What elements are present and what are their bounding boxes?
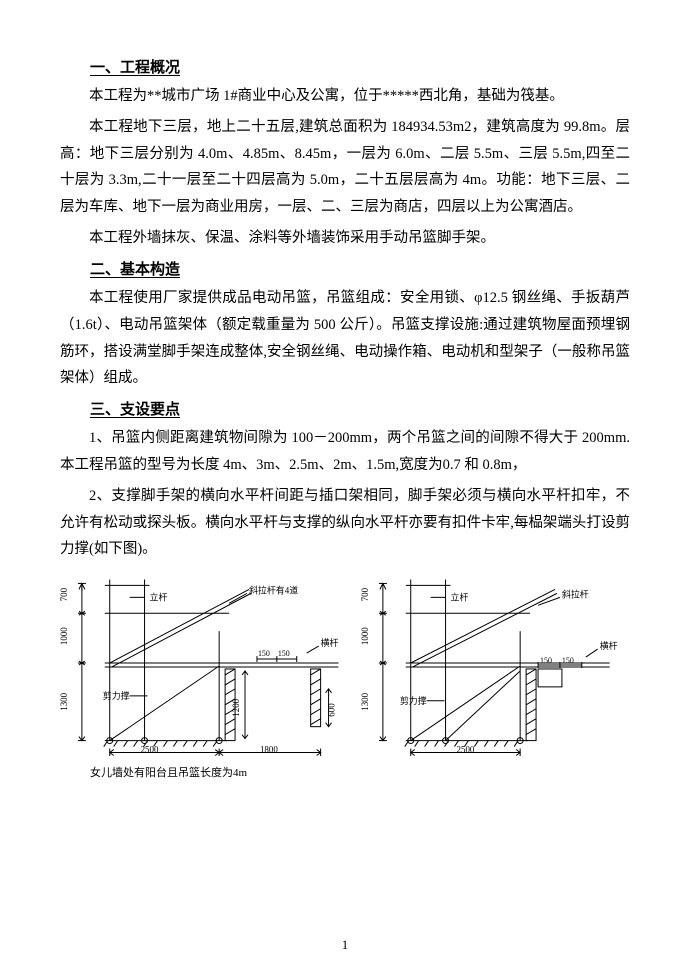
para-5: 1、吊篮内侧距离建筑物间隙为 100－200mm，两个吊篮之间的间隙不得大于 2… xyxy=(60,425,630,479)
dim-i1r: 150 xyxy=(540,656,552,665)
dim-v1: 700 xyxy=(60,588,69,602)
page-number: 1 xyxy=(0,937,690,953)
dim-i2: 600 xyxy=(327,703,337,717)
para-6: 2、支撑脚手架的横向水平杆间距与插口架相同，脚手架必须与横向水平杆扣牢，不允许有… xyxy=(60,483,630,563)
diagram-left: 700 1000 1300 2500 1800 1200 600 150 150… xyxy=(60,571,353,756)
para-3: 本工程外墙抹灰、保温、涂料等外墙装饰采用手动吊篮脚手架。 xyxy=(60,225,630,252)
dim-v2: 1000 xyxy=(60,627,69,645)
dim-v1r: 700 xyxy=(361,588,370,602)
diagram-caption: 女儿墙处有阳台且吊篮长度为4m xyxy=(90,764,630,780)
label-henggan-r: 横杆 xyxy=(600,640,618,651)
dim-v2r: 1000 xyxy=(361,627,370,645)
label-jianli-r: 剪力撑 xyxy=(400,695,427,706)
heading-3-text: 三、支设要点 xyxy=(90,402,180,418)
label-ligang-l: 立杆 xyxy=(150,592,168,603)
dim-i3: 150 xyxy=(258,649,270,658)
dim-h1: 2500 xyxy=(141,745,159,755)
heading-2-text: 二、基本构造 xyxy=(90,262,180,278)
heading-1: 一、工程概况 xyxy=(60,56,630,77)
para-4: 本工程使用厂家提供成品电动吊篮，吊篮组成：安全用锁、φ12.5 钢丝绳、手扳葫芦… xyxy=(60,285,630,392)
dim-h1r: 2500 xyxy=(457,745,475,755)
heading-2: 二、基本构造 xyxy=(60,258,630,279)
heading-3: 三、支设要点 xyxy=(60,398,630,419)
dim-h2: 1800 xyxy=(260,745,278,755)
diagram-right: 700 1000 1300 2500 150 150 立杆 斜拉杆 横杆 剪力撑 xyxy=(361,571,630,756)
label-henggan-l: 横杆 xyxy=(321,637,339,648)
label-ligang-r: 立杆 xyxy=(451,592,469,603)
dim-i4: 150 xyxy=(278,649,290,658)
dim-v3r: 1300 xyxy=(361,693,370,711)
label-jianli-l: 剪力撑 xyxy=(103,690,130,701)
dim-v3: 1300 xyxy=(60,693,69,711)
diagrams-row: 700 1000 1300 2500 1800 1200 600 150 150… xyxy=(60,571,630,756)
para-2: 本工程地下三层，地上二十五层,建筑总面积为 184934.53m2，建筑高度为 … xyxy=(60,114,630,221)
page: 一、工程概况 本工程为**城市广场 1#商业中心及公寓，位于*****西北角，基… xyxy=(0,0,690,975)
heading-1-text: 一、工程概况 xyxy=(90,60,180,76)
para-1: 本工程为**城市广场 1#商业中心及公寓，位于*****西北角，基础为筏基。 xyxy=(60,83,630,110)
dim-i2r: 150 xyxy=(562,656,574,665)
label-xielagan-l: 斜拉杆有4道 xyxy=(249,585,298,596)
label-xielagan-r: 斜拉杆 xyxy=(562,589,589,600)
dim-i1: 1200 xyxy=(231,698,241,716)
